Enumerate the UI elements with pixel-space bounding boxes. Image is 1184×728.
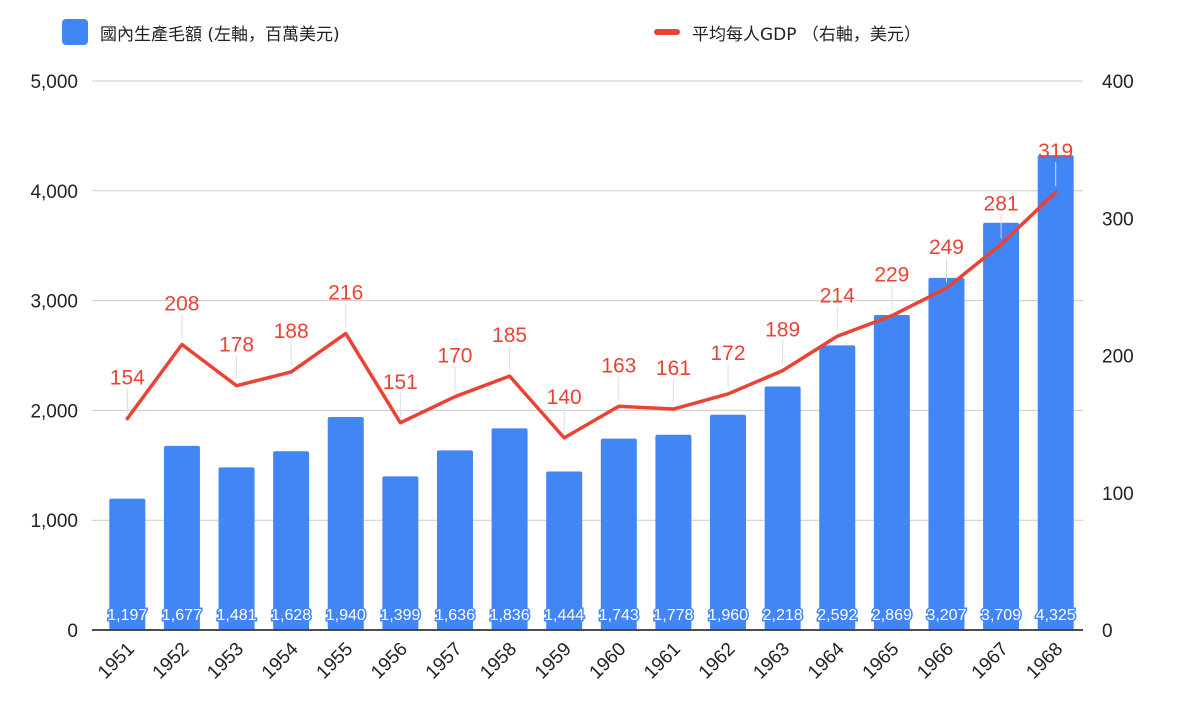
x-axis-tick-label: 1957 [422, 639, 467, 684]
bar-label-1963: 2,218 [763, 607, 803, 624]
x-axis-tick-label: 1951 [94, 639, 139, 684]
left-axis-tick-label: 3,000 [30, 292, 78, 313]
bar-1960 [600, 438, 637, 630]
left-axis-tick-label: 1,000 [30, 511, 78, 532]
line-label-1959: 140 [547, 386, 582, 409]
line-label-1951: 154 [110, 367, 145, 390]
bar-1967 [983, 222, 1020, 630]
left-axis-tick-label: 2,000 [30, 401, 78, 422]
bar-series-gdp [92, 155, 1083, 631]
x-axis-tick-label: 1968 [1022, 639, 1067, 684]
line-label-1957: 170 [437, 345, 472, 368]
x-axis-tick-label: 1953 [203, 639, 248, 684]
line-label-1954: 188 [274, 320, 309, 343]
bar-1961 [655, 434, 692, 630]
bar-label-1961: 1,778 [653, 607, 693, 624]
line-label-1961: 161 [656, 357, 691, 380]
x-axis-tick-label: 1963 [749, 639, 794, 684]
right-axis-tick-label: 100 [1102, 484, 1134, 505]
legend-swatch-per-capita [654, 29, 680, 35]
x-axis-tick-label: 1958 [476, 639, 521, 684]
bar-1953 [218, 467, 255, 630]
line-label-1964: 214 [820, 284, 855, 307]
legend-label-per-capita: 平均每人GDP （右軸，美元） [692, 24, 921, 45]
line-label-1953: 178 [219, 334, 254, 357]
bar-1968 [1037, 155, 1074, 631]
bar-label-1960: 1,743 [599, 607, 639, 624]
legend-label-gdp: 國內生產毛額 (左軸，百萬美元) [100, 24, 340, 45]
bar-1959 [546, 471, 583, 630]
bar-1956 [382, 476, 419, 630]
line-label-1965: 229 [874, 264, 909, 287]
bar-1955 [327, 416, 364, 630]
line-label-1960: 163 [601, 354, 636, 377]
x-axis-tick-label: 1962 [695, 639, 740, 684]
bar-1958 [491, 428, 528, 630]
x-axis-tick-label: 1959 [531, 639, 576, 684]
line-label-1968: 319 [1038, 140, 1073, 163]
bar-label-1958: 1,836 [490, 607, 530, 624]
bar-label-1962: 1,960 [708, 607, 748, 624]
bar-label-1959: 1,444 [544, 607, 584, 624]
x-axis-tick-label: 1952 [149, 639, 194, 684]
line-label-1967: 281 [984, 192, 1019, 215]
legend-item-per-capita[interactable]: 平均每人GDP （右軸，美元） [654, 18, 921, 46]
right-axis-tick-label: 0 [1102, 621, 1113, 642]
bar-label-1954: 1,628 [271, 607, 311, 624]
bar-data-labels: 1,197 1,677 1,481 1,628 1,940 1,399 1,636 1,836… [106, 606, 1078, 626]
x-axis-tick-label: 1954 [258, 638, 303, 683]
line-label-1963: 189 [765, 319, 800, 342]
x-axis-tick-label: 1955 [313, 639, 358, 684]
x-axis-tick-label: 1960 [586, 639, 631, 684]
x-axis-tick-label: 1956 [367, 639, 412, 684]
bar-1951 [109, 498, 146, 630]
bar-label-1957: 1,636 [435, 607, 475, 624]
bar-label-1965: 2,869 [872, 607, 912, 624]
x-axis-tick-label: 1961 [640, 639, 685, 684]
gridlines [92, 80, 1083, 631]
line-label-1955: 216 [328, 282, 363, 305]
bar-1963 [764, 386, 801, 630]
left-axis-tick-label: 0 [67, 621, 78, 642]
x-axis-tick-label: 1966 [913, 639, 958, 684]
bar-1966 [928, 277, 965, 630]
bar-label-1952: 1,677 [162, 607, 202, 624]
legend-item-gdp[interactable]: 國內生產毛額 (左軸，百萬美元) [62, 18, 340, 46]
right-axis-tick-label: 300 [1102, 209, 1134, 230]
bar-label-1967: 3,709 [981, 607, 1021, 624]
bar-1952 [163, 445, 200, 630]
left-axis-tick-label: 5,000 [30, 72, 78, 93]
legend-swatch-gdp [62, 19, 88, 45]
left-axis-tick-label: 4,000 [30, 182, 78, 203]
line-label-1952: 208 [164, 293, 199, 316]
right-axis-tick-label: 200 [1102, 347, 1134, 368]
bar-label-1955: 1,940 [326, 607, 366, 624]
bar-1964 [819, 345, 856, 630]
x-axis-tick-label: 1967 [968, 639, 1013, 684]
bar-label-1968: 4,325 [1036, 607, 1076, 624]
bar-label-1964: 2,592 [817, 607, 857, 624]
right-axis-tick-label: 400 [1102, 72, 1134, 93]
line-label-1962: 172 [711, 342, 746, 365]
bar-1954 [273, 451, 310, 630]
line-label-1958: 185 [492, 324, 527, 347]
bar-1962 [710, 414, 747, 630]
line-series-per-capita [125, 162, 1058, 440]
bar-1965 [873, 314, 910, 630]
bar-1957 [436, 450, 473, 630]
bar-label-1966: 3,207 [926, 607, 966, 624]
bar-label-1953: 1,481 [217, 607, 257, 624]
bar-label-1951: 1,197 [107, 607, 147, 624]
per-capita-line [125, 190, 1058, 440]
line-data-labels: 154 208 178 188 216 151 170 185 140 163 161 172 189 2… [110, 140, 1073, 409]
x-axis-tick-label: 1964 [804, 638, 849, 683]
x-axis-tick-label: 1965 [859, 639, 904, 684]
line-label-1956: 151 [383, 371, 418, 394]
line-label-1966: 249 [929, 236, 964, 259]
bar-label-1956: 1,399 [380, 607, 420, 624]
